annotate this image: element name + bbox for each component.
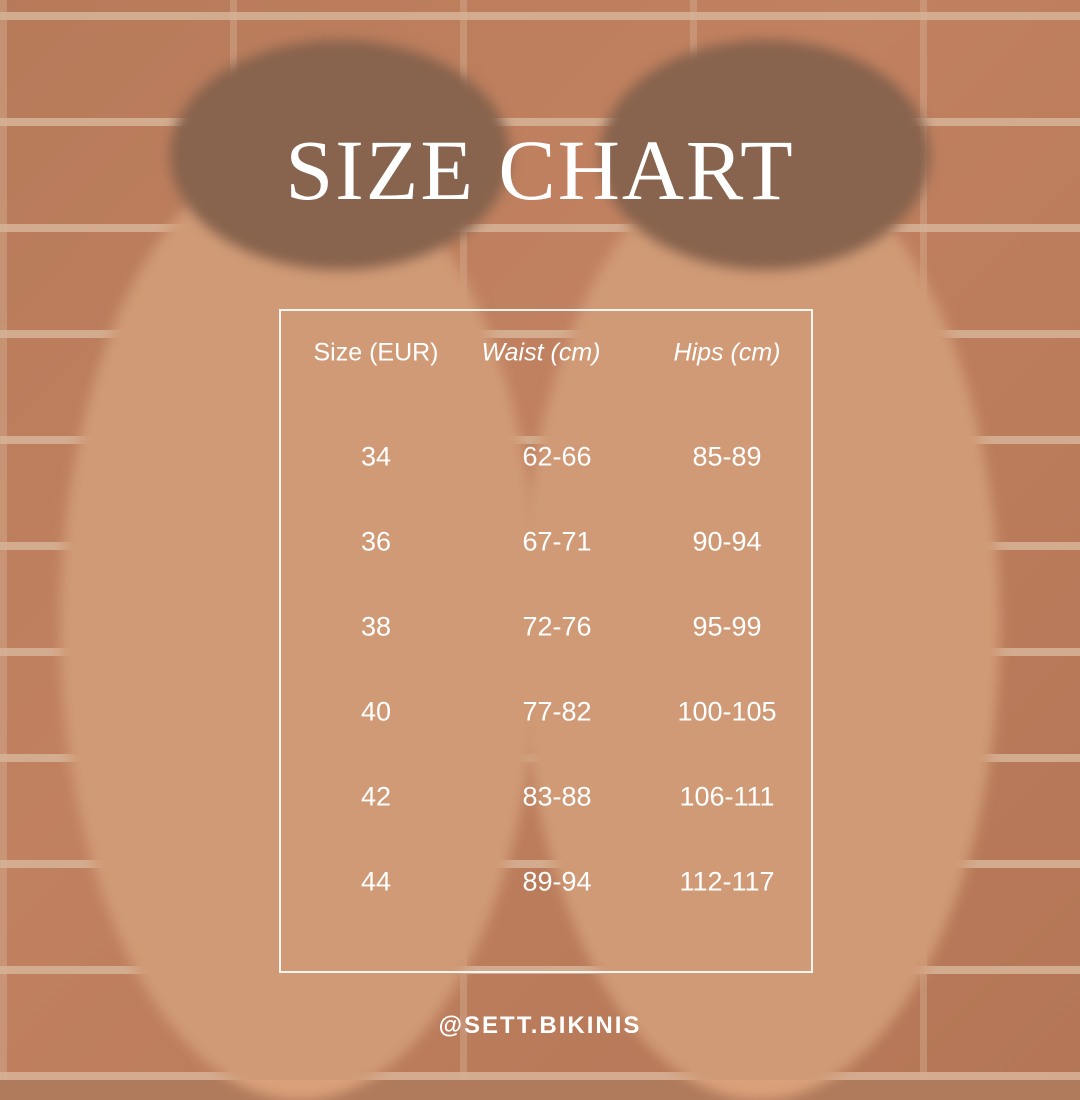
instagram-handle: @SETT.BIKINIS	[438, 1012, 642, 1039]
table-cell: 95-99	[692, 611, 762, 642]
table-cell: 67-71	[522, 526, 592, 557]
table-cell: 36	[360, 526, 392, 557]
table-cell: 100-105	[677, 696, 777, 727]
page-title: SIZE CHART	[285, 122, 795, 218]
size-table-frame	[279, 309, 813, 973]
table-cell: 90-94	[692, 526, 762, 557]
table-cell: 83-88	[522, 781, 592, 812]
column-header: Waist (cm)	[481, 338, 601, 367]
table-cell: 89-94	[522, 866, 592, 897]
table-cell: 85-89	[692, 441, 762, 472]
table-cell: 44	[360, 866, 392, 897]
table-cell: 42	[360, 781, 392, 812]
column-header: Hips (cm)	[673, 338, 781, 367]
table-cell: 38	[360, 611, 392, 642]
table-cell: 106-111	[679, 781, 775, 812]
table-cell: 112-117	[679, 866, 775, 897]
table-cell: 34	[360, 441, 392, 472]
table-cell: 77-82	[522, 696, 592, 727]
table-cell: 72-76	[522, 611, 592, 642]
table-cell: 40	[360, 696, 392, 727]
table-cell: 62-66	[522, 441, 592, 472]
column-header: Size (EUR)	[313, 338, 439, 367]
